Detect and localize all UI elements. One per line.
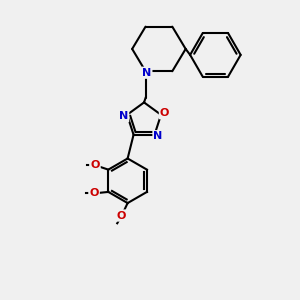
Text: N: N — [119, 111, 128, 121]
Text: O: O — [117, 211, 126, 220]
Text: N: N — [142, 68, 152, 78]
Text: O: O — [160, 108, 169, 118]
Text: N: N — [154, 131, 163, 141]
Text: O: O — [89, 188, 99, 198]
Text: O: O — [90, 160, 100, 170]
